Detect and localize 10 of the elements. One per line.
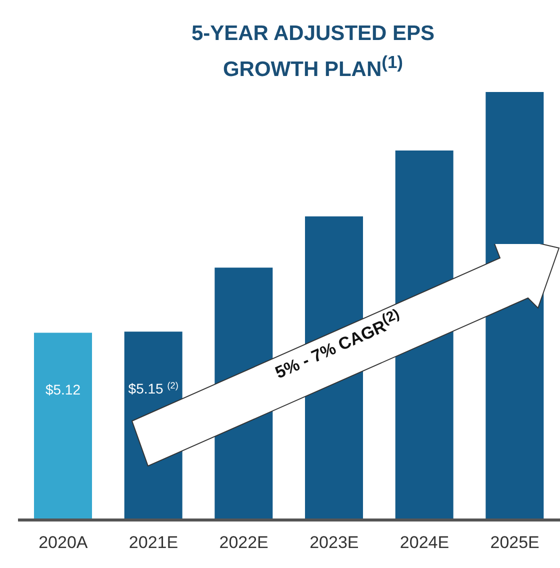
data-label: $5.12 (45, 382, 81, 398)
x-tick-label: 2023E (310, 533, 359, 552)
x-tick-label: 2022E (219, 533, 268, 552)
x-tick-label: 2021E (128, 533, 178, 552)
data-label: $5.15 $^{(2)}$ (128, 380, 178, 397)
x-tick-label: 2020A (38, 533, 88, 552)
x-tick-label: 2025E (490, 533, 540, 552)
x-tick-label: 2024E (400, 533, 450, 552)
bar (34, 332, 92, 520)
chart-title: 5-YEAR ADJUSTED EPS GROWTH PLAN$^{(1)}$ (190, 21, 436, 83)
